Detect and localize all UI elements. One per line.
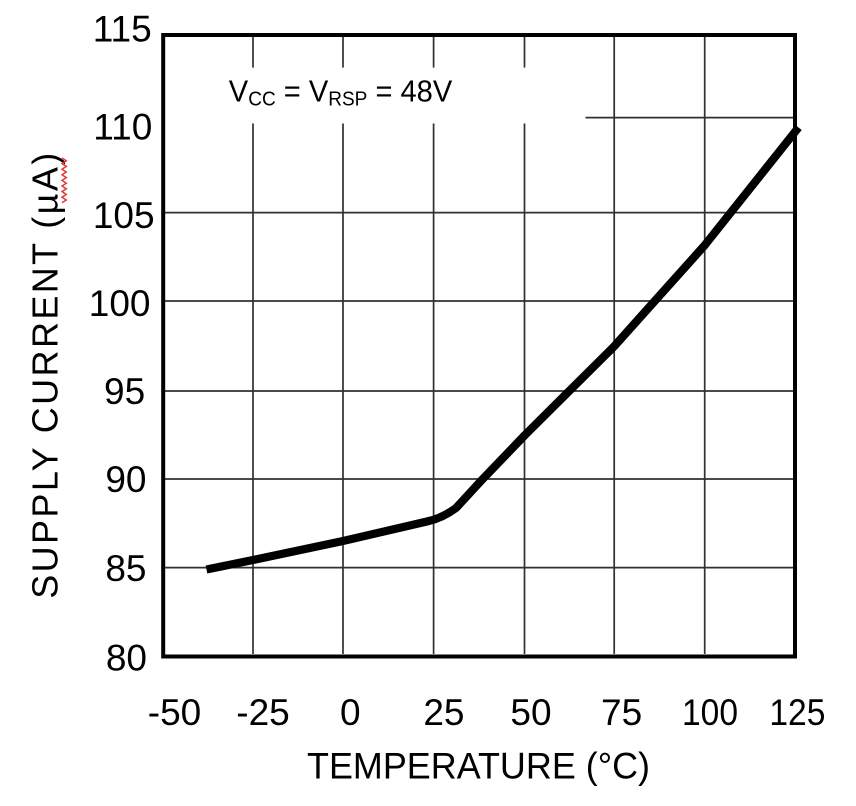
svg-text:SUPPLY CURRENT (µA): SUPPLY CURRENT (µA)	[25, 150, 66, 598]
svg-text:115: 115	[93, 9, 152, 50]
svg-text:-50: -50	[148, 692, 201, 733]
svg-text:TEMPERATURE (°C): TEMPERATURE (°C)	[307, 746, 650, 787]
svg-text:95: 95	[104, 371, 145, 412]
svg-text:110: 110	[93, 107, 152, 148]
svg-text:100: 100	[682, 692, 738, 733]
svg-text:100: 100	[89, 283, 151, 324]
svg-text:VCC = VRSP = 48V: VCC = VRSP = 48V	[229, 75, 452, 111]
svg-text:25: 25	[423, 692, 464, 733]
svg-text:85: 85	[105, 548, 146, 589]
svg-text:0: 0	[340, 692, 361, 733]
svg-text:105: 105	[93, 195, 155, 236]
svg-text:80: 80	[106, 637, 147, 678]
svg-text:75: 75	[601, 692, 642, 733]
svg-text:50: 50	[510, 692, 551, 733]
svg-text:90: 90	[105, 459, 146, 500]
svg-text:125: 125	[769, 692, 825, 733]
svg-text:-25: -25	[236, 692, 289, 733]
